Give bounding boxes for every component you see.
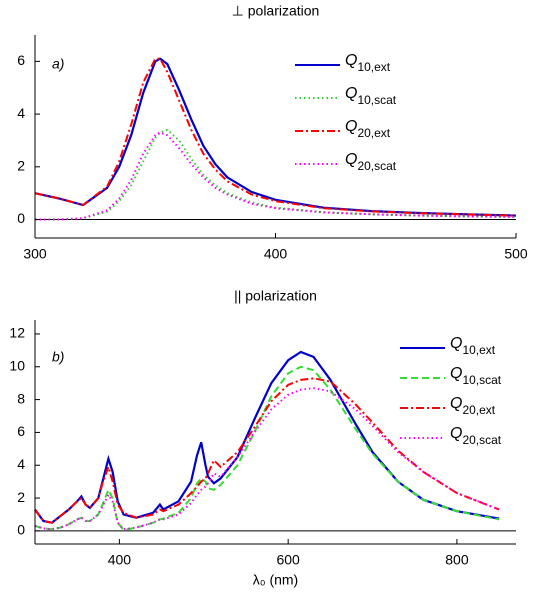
legend-label: Q20,ext xyxy=(345,118,391,140)
legend-label: Q10,ext xyxy=(450,335,496,357)
y-tick-label: 4 xyxy=(17,105,25,121)
x-axis-label: λ₀ (nm) xyxy=(253,572,298,588)
y-tick-label: 0 xyxy=(17,210,25,226)
x-tick-label: 400 xyxy=(264,246,288,262)
series-line xyxy=(34,57,517,217)
legend-label: Q10,scat xyxy=(345,85,397,107)
x-tick-label: 800 xyxy=(445,552,469,568)
y-tick-label: 2 xyxy=(17,158,25,174)
series-line xyxy=(34,377,500,524)
annotation: b) xyxy=(52,349,64,365)
y-tick-label: 6 xyxy=(17,423,25,439)
legend-label: Q20,scat xyxy=(345,151,397,173)
legend-label: Q10,scat xyxy=(450,365,502,387)
series-line xyxy=(35,131,517,221)
series-line xyxy=(34,350,500,524)
series-line xyxy=(34,57,517,217)
y-tick-label: 2 xyxy=(17,489,25,505)
y-tick-label: 10 xyxy=(9,357,25,373)
x-tick-label: 500 xyxy=(504,246,528,262)
y-tick-label: 0 xyxy=(17,522,25,538)
y-tick-label: 8 xyxy=(17,390,25,406)
x-tick-label: 600 xyxy=(276,552,300,568)
chart-title: || polarization xyxy=(234,288,317,304)
x-tick-label: 400 xyxy=(108,552,132,568)
series-line xyxy=(35,128,517,221)
legend-label: Q10,ext xyxy=(345,52,391,74)
y-tick-label: 12 xyxy=(9,325,25,341)
chart-title: ⊥ polarization xyxy=(232,3,320,19)
y-tick-label: 4 xyxy=(17,456,25,472)
annotation: a) xyxy=(52,56,64,72)
y-tick-label: 6 xyxy=(17,52,25,68)
legend-label: Q20,ext xyxy=(450,395,496,417)
x-tick-label: 300 xyxy=(23,246,47,262)
legend-label: Q20,scat xyxy=(450,425,502,447)
